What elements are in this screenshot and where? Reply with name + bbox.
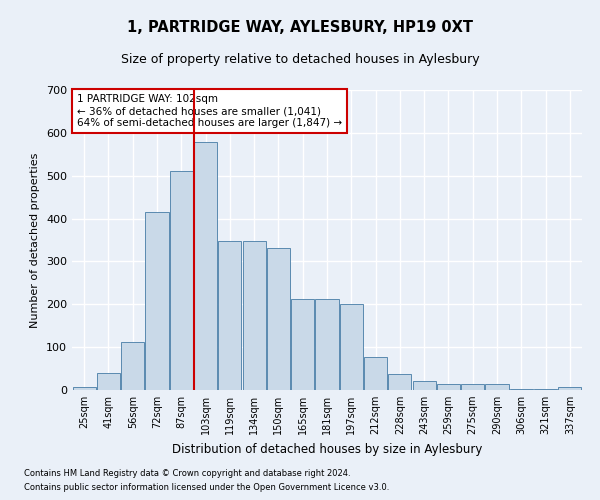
Bar [121, 342, 144, 390]
Bar [218, 242, 241, 390]
Bar [534, 388, 557, 390]
Bar [340, 304, 363, 390]
Text: Size of property relative to detached houses in Aylesbury: Size of property relative to detached ho… [121, 52, 479, 66]
Text: Contains HM Land Registry data © Crown copyright and database right 2024.: Contains HM Land Registry data © Crown c… [24, 468, 350, 477]
Bar [413, 382, 436, 390]
Bar [97, 373, 120, 390]
Bar [510, 388, 533, 390]
Bar [437, 384, 460, 390]
Bar [291, 298, 314, 390]
Bar [242, 242, 266, 390]
Bar [267, 248, 290, 390]
Bar [559, 387, 581, 390]
Bar [194, 142, 217, 390]
Bar [461, 384, 484, 390]
Bar [485, 384, 509, 390]
Bar [170, 172, 193, 390]
X-axis label: Distribution of detached houses by size in Aylesbury: Distribution of detached houses by size … [172, 442, 482, 456]
Text: 1, PARTRIDGE WAY, AYLESBURY, HP19 0XT: 1, PARTRIDGE WAY, AYLESBURY, HP19 0XT [127, 20, 473, 35]
Bar [388, 374, 412, 390]
Bar [364, 356, 387, 390]
Bar [316, 298, 338, 390]
Bar [73, 386, 95, 390]
Text: 1 PARTRIDGE WAY: 102sqm
← 36% of detached houses are smaller (1,041)
64% of semi: 1 PARTRIDGE WAY: 102sqm ← 36% of detache… [77, 94, 342, 128]
Text: Contains public sector information licensed under the Open Government Licence v3: Contains public sector information licen… [24, 484, 389, 492]
Y-axis label: Number of detached properties: Number of detached properties [31, 152, 40, 328]
Bar [145, 212, 169, 390]
